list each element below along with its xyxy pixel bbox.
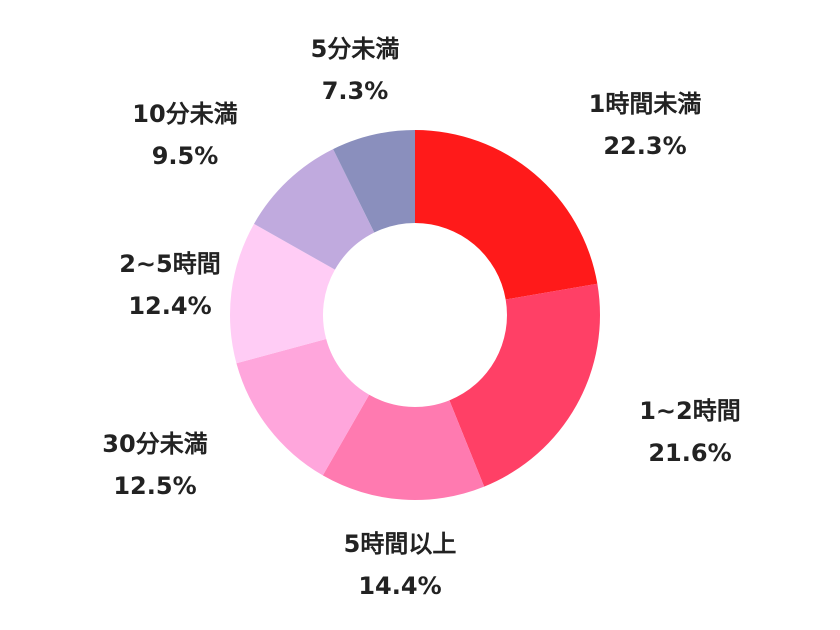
- slice-value-label: 12.4%: [128, 292, 211, 320]
- donut-slice: [322, 394, 485, 501]
- slice-value-label: 14.4%: [358, 572, 441, 600]
- slice-label: 1時間未満: [589, 90, 702, 118]
- slice-label: 1~2時間: [639, 397, 741, 425]
- donut-slice: [236, 338, 370, 476]
- slice-label: 2~5時間: [119, 250, 221, 278]
- slice-label: 30分未満: [102, 430, 207, 458]
- slice-value-label: 12.5%: [113, 472, 196, 500]
- slice-value-label: 22.3%: [603, 132, 686, 160]
- donut-slice: [449, 283, 600, 487]
- donut-slice: [333, 130, 415, 233]
- slice-value-label: 21.6%: [648, 439, 731, 467]
- slice-value-label: 7.3%: [322, 77, 389, 105]
- slice-value-label: 9.5%: [152, 142, 219, 170]
- donut-slice: [230, 223, 335, 364]
- donut-slice: [415, 130, 598, 300]
- slice-label: 10分未満: [132, 100, 237, 128]
- donut-slice: [254, 149, 375, 270]
- slice-label: 5時間以上: [344, 530, 457, 558]
- slice-label: 5分未満: [311, 35, 400, 63]
